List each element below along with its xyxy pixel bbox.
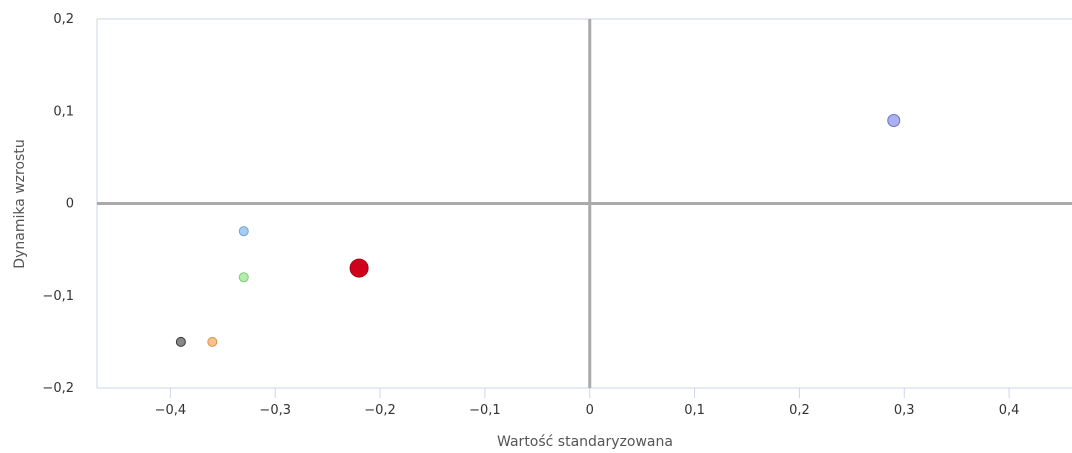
data-point[interactable] [207, 336, 218, 347]
x-axis-title: Wartość standaryzowana [497, 434, 673, 450]
y-tick-label: −0,1 [42, 289, 74, 304]
x-tick-label: −0,2 [364, 403, 396, 418]
x-tick-label: 0,1 [684, 403, 705, 418]
data-point[interactable] [349, 258, 369, 278]
quadrant-lines [97, 19, 1072, 388]
data-point[interactable] [175, 336, 186, 347]
x-axis-ticks: −0,4 −0,3 −0,2 −0,1 0 0,1 0,2 0,3 0,4 [155, 388, 1020, 418]
y-tick-label: 0 [66, 197, 74, 212]
x-tick-label: −0,1 [469, 403, 501, 418]
y-tick-label: −0,2 [42, 381, 74, 396]
y-axis-title: Dynamika wzrostu [12, 139, 28, 268]
x-tick-label: 0 [586, 403, 594, 418]
data-point[interactable] [238, 226, 249, 237]
data-point[interactable] [887, 113, 901, 127]
x-tick-label: −0,3 [259, 403, 291, 418]
y-axis-ticks: 0,2 0,1 0 −0,1 −0,2 [42, 12, 74, 396]
data-points [175, 113, 901, 347]
x-tick-label: 0,4 [999, 403, 1020, 418]
data-point[interactable] [238, 272, 249, 283]
y-tick-label: 0,1 [53, 104, 74, 119]
x-tick-label: 0,3 [894, 403, 915, 418]
x-tick-label: 0,2 [789, 403, 810, 418]
x-tick-label: −0,4 [155, 403, 187, 418]
y-tick-label: 0,2 [53, 12, 74, 27]
